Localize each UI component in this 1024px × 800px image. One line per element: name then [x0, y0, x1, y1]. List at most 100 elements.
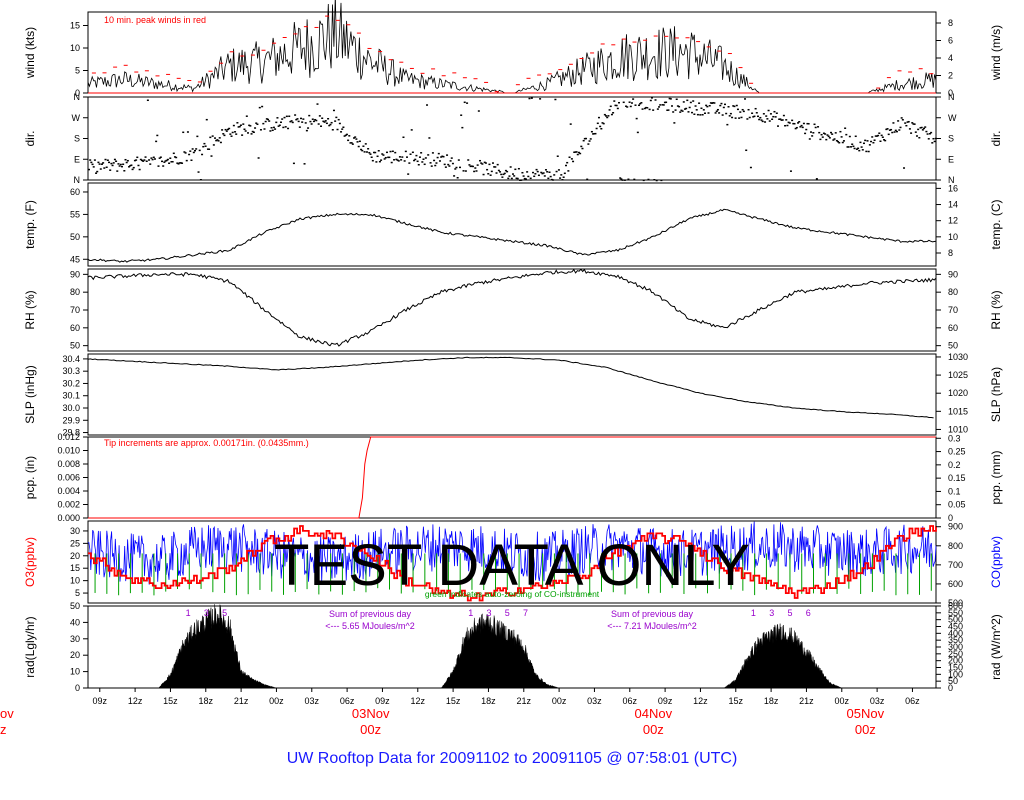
direction-point [234, 131, 237, 133]
direction-point [248, 124, 251, 127]
direction-point [271, 129, 274, 132]
direction-point [539, 98, 542, 100]
direction-point [165, 159, 168, 162]
day-label-date: 04Nov [635, 706, 673, 721]
direction-point [911, 122, 914, 124]
direction-point [718, 112, 721, 114]
direction-point [542, 172, 545, 174]
direction-point [826, 134, 829, 136]
direction-point [218, 137, 221, 139]
direction-point [120, 165, 123, 168]
x-tick-label: 18z [764, 696, 779, 706]
direction-point [242, 123, 245, 125]
direction-point [931, 142, 934, 144]
direction-point [100, 163, 103, 165]
direction-point [526, 171, 529, 173]
direction-point [772, 115, 775, 118]
y-tick-label-right: 0 [948, 513, 953, 523]
direction-point [891, 131, 894, 134]
day-label-hour: 00z [855, 722, 876, 737]
direction-point [489, 174, 492, 176]
direction-point [801, 126, 804, 129]
x-tick-label: 03z [587, 696, 602, 706]
direction-point [398, 156, 401, 158]
direction-point [179, 162, 182, 164]
direction-point [580, 145, 583, 148]
direction-point [148, 159, 151, 161]
radiation-hour-mark: 3 [769, 608, 774, 618]
axis-title-left: pcp. (in) [23, 456, 37, 499]
direction-point [126, 159, 129, 162]
y-tick-label-right: 8 [948, 18, 953, 28]
direction-point [163, 161, 166, 163]
direction-point [173, 156, 176, 158]
y-tick-label: 15 [70, 563, 80, 573]
direction-point [303, 163, 306, 165]
direction-point [267, 118, 270, 121]
direction-point [431, 152, 434, 154]
direction-point [926, 133, 929, 135]
direction-point [799, 126, 802, 128]
direction-point [202, 145, 205, 148]
direction-point [800, 124, 803, 127]
direction-point [714, 112, 717, 114]
y-tick-label-right: 800 [948, 541, 963, 551]
direction-point [455, 166, 458, 169]
y-tick-label-right: 50 [948, 676, 958, 686]
direction-point [427, 154, 430, 156]
direction-point [441, 155, 444, 158]
y-tick-label: 20 [70, 551, 80, 561]
x-tick-label: 12z [411, 696, 426, 706]
direction-point [477, 110, 480, 112]
direction-point [691, 111, 694, 114]
direction-point [702, 109, 705, 111]
axis-title-left: RH (%) [23, 290, 37, 329]
y-tick-label: 30 [70, 526, 80, 536]
direction-point [758, 118, 761, 121]
y-tick-label: 29.9 [62, 415, 80, 425]
direction-point [328, 124, 331, 127]
direction-point [556, 155, 559, 157]
direction-point [239, 124, 242, 126]
direction-point [232, 124, 235, 127]
direction-point [708, 104, 711, 107]
y-tick-label-right: 550 [948, 608, 963, 618]
direction-point [470, 165, 473, 167]
direction-point [340, 131, 343, 133]
y-tick-label: 0.010 [57, 446, 80, 456]
direction-point [410, 129, 413, 131]
direction-point [205, 118, 208, 121]
direction-point [363, 151, 366, 153]
direction-point [88, 168, 90, 171]
cut-day-label-hour: z [0, 722, 7, 737]
direction-point [634, 104, 637, 106]
direction-point [381, 153, 384, 155]
direction-point [845, 133, 848, 136]
direction-point [671, 105, 673, 107]
direction-point [157, 165, 160, 167]
direction-point [575, 151, 578, 153]
direction-point [444, 166, 447, 168]
direction-point [112, 162, 115, 164]
direction-point [678, 105, 681, 108]
y-tick-label-right: 0 [948, 88, 953, 98]
y-tick-label: 50 [70, 232, 80, 242]
direction-point [920, 126, 923, 129]
direction-point [656, 108, 659, 110]
direction-point [402, 136, 405, 139]
radiation-hour-mark: 1 [751, 608, 756, 618]
direction-point [565, 164, 567, 167]
direction-point [476, 164, 479, 166]
direction-point [390, 161, 393, 164]
direction-point [833, 138, 836, 140]
direction-point [867, 150, 870, 153]
direction-point [755, 112, 758, 114]
direction-point [138, 168, 141, 171]
direction-point [277, 125, 280, 127]
direction-point [660, 179, 663, 182]
direction-point [269, 130, 272, 132]
direction-point [252, 131, 255, 134]
direction-point [159, 156, 162, 158]
direction-point [460, 114, 463, 116]
direction-point [915, 135, 918, 137]
